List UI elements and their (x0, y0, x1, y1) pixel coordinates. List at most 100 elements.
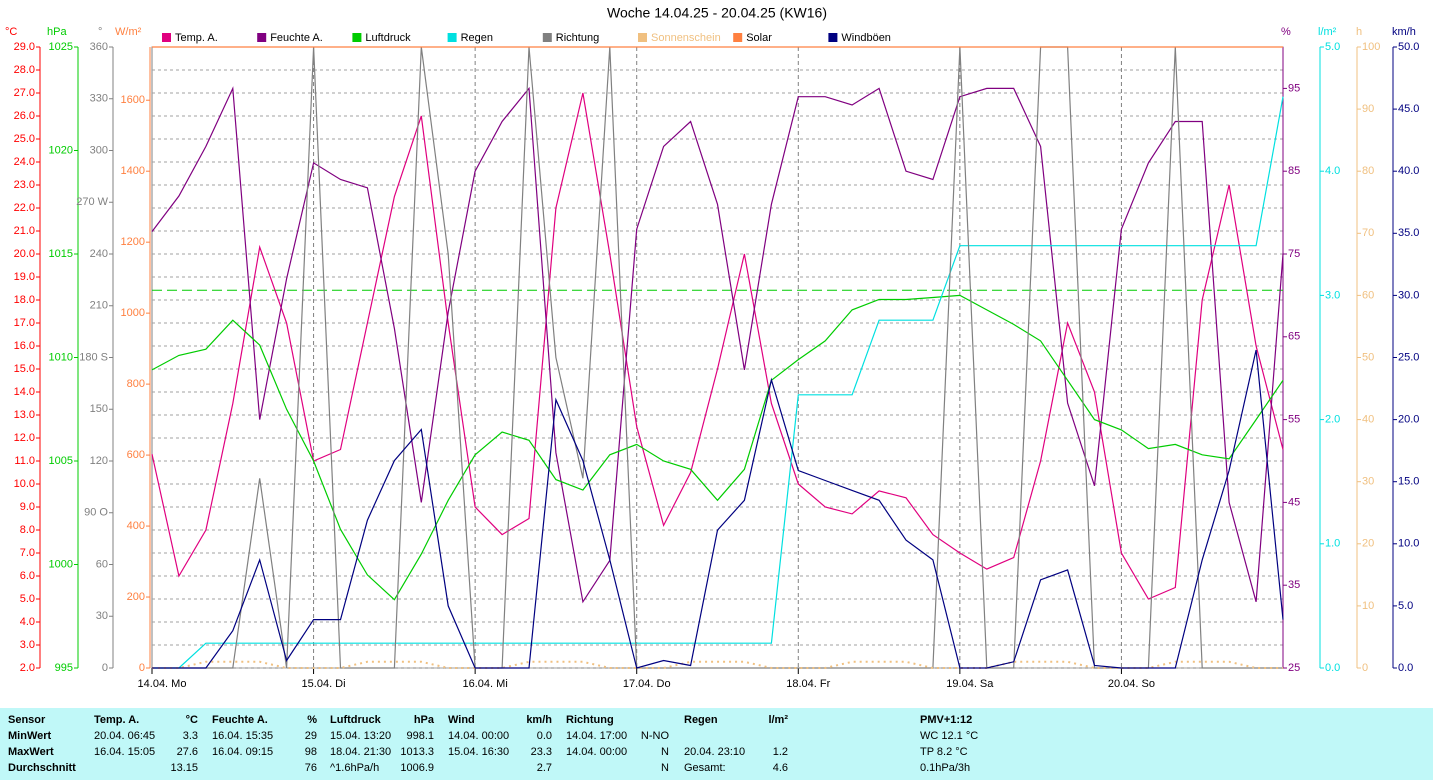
table-cell: % (307, 714, 317, 726)
y-tick-label: 21.0 (14, 225, 35, 237)
y-tick-label: 3.0 (20, 639, 35, 651)
table-cell: 14.04. 17:00 (566, 730, 628, 742)
table-cell: WC 12.1 °C (920, 730, 979, 742)
table-cell: 13.15 (170, 762, 198, 774)
y-tick-label: 25.0 (14, 133, 35, 145)
table-cell: 0.0 (536, 730, 552, 742)
y-tick-label: 5.0 (1398, 600, 1413, 612)
chart: Woche 14.04.25 - 20.04.25 (KW16) 14.04. … (5, 5, 1419, 690)
y-tick-label: 25 (1288, 662, 1300, 674)
y-tick-label: 4.0 (20, 616, 35, 628)
y-tick-label: 1000 (121, 307, 145, 319)
legend-swatch (162, 33, 171, 42)
y-tick-label: 15.0 (1398, 476, 1419, 488)
series-line (151, 86, 1284, 604)
y-tick-label: 1400 (121, 165, 145, 177)
table-cell: N-NO (640, 730, 669, 742)
series-line (151, 92, 1284, 600)
y-tick-label: 13.0 (14, 409, 35, 421)
table-cell: Temp. A. (94, 714, 140, 726)
y-tick-label: 50.0 (1398, 41, 1419, 53)
table-cell: 2.7 (536, 762, 552, 774)
legend-swatch (257, 33, 267, 42)
table-cell: 98 (304, 746, 317, 758)
x-tick-label: 14.04. Mo (138, 678, 187, 690)
y-tick-label: 400 (127, 520, 145, 532)
axis-unit: h (1356, 26, 1362, 38)
y-tick-label: 1.0 (1325, 538, 1340, 550)
table-cell: 18.04. 21:30 (330, 746, 392, 758)
table-cell: 76 (304, 762, 317, 774)
table-cell: Wind (448, 714, 475, 726)
legend-label: Richtung (556, 32, 599, 44)
y-tick-label: 1025 (49, 41, 73, 53)
x-tick-label: 17.04. Do (623, 678, 671, 690)
table-cell: km/h (526, 714, 552, 726)
table-cell: N (661, 762, 669, 774)
table-cell: PMV+1:12 (920, 714, 973, 726)
table-cell: 23.3 (530, 746, 552, 758)
y-tick-label: 1005 (49, 455, 73, 467)
table-cell: 27.6 (176, 746, 198, 758)
table-cell: Regen (684, 714, 718, 726)
y-tick-label: 20 (1362, 538, 1374, 550)
y-tick-label: 14.0 (14, 386, 35, 398)
y-tick-label: 20.0 (14, 248, 35, 260)
y-tick-label: 1015 (49, 248, 73, 260)
table-cell: 998.1 (406, 730, 434, 742)
y-tick-label: 10.0 (1398, 538, 1419, 550)
table-cell: 20.04. 23:10 (684, 746, 746, 758)
y-tick-label: 75 (1288, 248, 1300, 260)
y-tick-label: 9.0 (20, 501, 35, 513)
x-tick-label: 15.04. Di (302, 678, 346, 690)
y-tick-label: 95 (1288, 82, 1300, 94)
y-tick-label: 995 (55, 662, 73, 674)
y-tick-label: 10.0 (14, 478, 35, 490)
y-tick-label: 5.0 (1325, 41, 1340, 53)
y-tick-label: 10 (1362, 600, 1374, 612)
axis-unit: hPa (47, 26, 67, 38)
y-tick-label: 29.0 (14, 41, 35, 53)
y-tick-label: 1200 (121, 236, 145, 248)
y-tick-label: 55 (1288, 414, 1300, 426)
chart-title: Woche 14.04.25 - 20.04.25 (KW16) (607, 5, 827, 21)
y-tick-label: 11.0 (14, 455, 35, 467)
y-tick-label: 60 (96, 558, 108, 570)
stats-table: Sensor Temp. A. °C Feuchte A.% Luftdruck hPa W… (0, 708, 1433, 780)
legend-label: Regen (461, 32, 493, 44)
y-tick-label: 0 (1362, 662, 1368, 674)
y-tick-label: 60 (1362, 289, 1374, 301)
legend-label: Luftdruck (365, 32, 411, 44)
y-tick-label: 30 (96, 610, 108, 622)
table-cell: l/m² (768, 714, 788, 726)
legend-swatch (542, 33, 552, 42)
y-tick-label: 180 S (79, 351, 108, 363)
legend-swatch (447, 33, 457, 42)
table-cell: 16.04. 15:05 (94, 746, 156, 758)
axis-unit: km/h (1392, 26, 1416, 38)
series-line (152, 46, 1283, 669)
table-cell: 1013.3 (400, 746, 434, 758)
table-cell: 15.04. 16:30 (448, 746, 510, 758)
y-tick-label: 18.0 (14, 294, 35, 306)
table-cell: 16.04. 15:35 (212, 730, 274, 742)
y-tick-label: 270 W (76, 196, 108, 208)
y-tick-label: 45 (1288, 496, 1300, 508)
table-cell: MinWert (8, 730, 52, 742)
y-tick-label: 45.0 (1398, 103, 1419, 115)
y-tick-label: 0.0 (1325, 662, 1340, 674)
y-tick-label: 200 (127, 591, 145, 603)
y-tick-label: 7.0 (20, 547, 35, 559)
table-cell: hPa (413, 714, 434, 726)
table-cell: 14.04. 00:00 (448, 730, 510, 742)
y-tick-label: 35 (1288, 579, 1300, 591)
y-tick-label: 25.0 (1398, 351, 1419, 363)
y-tick-label: 23.0 (14, 179, 35, 191)
table-cell: 14.04. 00:00 (566, 746, 628, 758)
axis-unit: l/m² (1318, 26, 1337, 38)
y-tick-label: 15.0 (14, 363, 35, 375)
legend-swatch (638, 33, 647, 42)
y-tick-label: 1020 (49, 144, 73, 156)
table-cell: Richtung (566, 714, 614, 726)
